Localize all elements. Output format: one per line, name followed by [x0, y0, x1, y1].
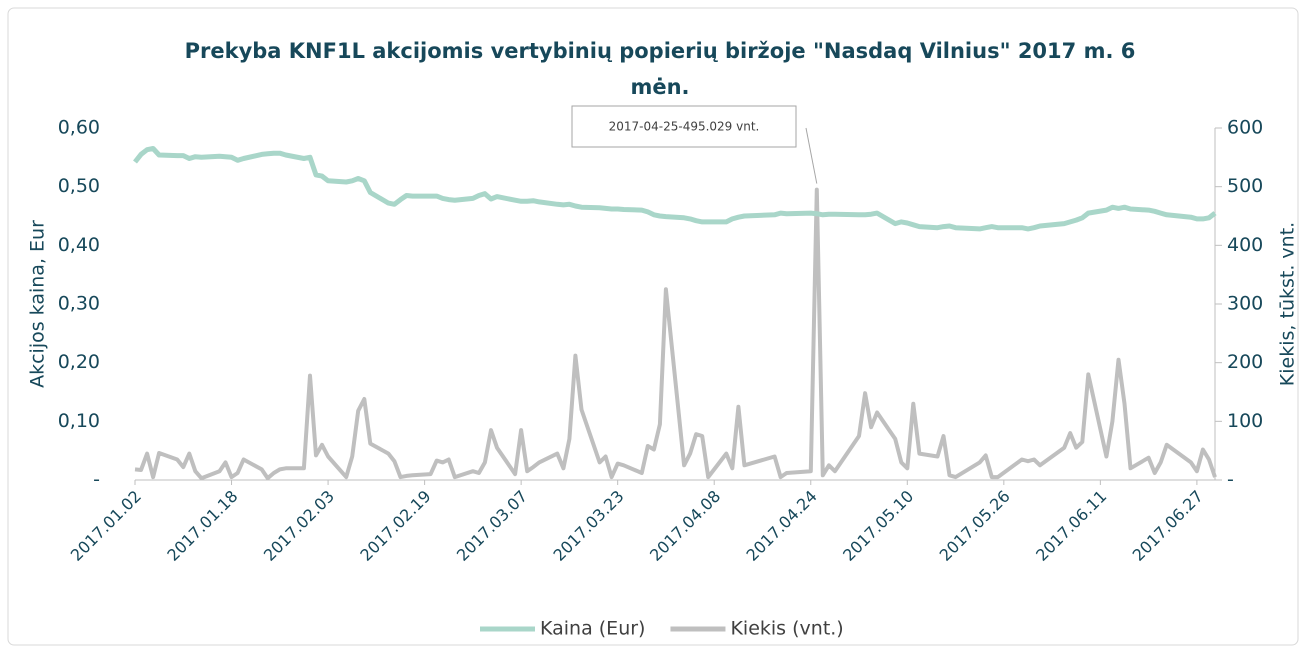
- y-tick-label: 0,20: [58, 351, 100, 373]
- y-tick-label: 0,40: [58, 234, 100, 256]
- series-line: [134, 187, 1217, 481]
- chart-title: mėn.: [630, 75, 689, 99]
- chart-title: Prekyba KNF1L akcijomis vertybinių popie…: [185, 39, 1136, 63]
- y-tick-label: 0,10: [58, 410, 100, 432]
- series-line: [133, 146, 1217, 232]
- chart-frame: [7, 7, 1299, 646]
- y2-axis-title: Kiekis, tūkst. vnt.: [1277, 222, 1299, 386]
- annotation-text: 2017-04-25-495.029 vnt.: [609, 120, 760, 134]
- y-tick-label: 0,60: [58, 117, 100, 139]
- annotation-leader: [805, 127, 818, 184]
- y-tick-label: 0,50: [58, 175, 100, 197]
- y2-tick-label: 200: [1227, 351, 1263, 373]
- annotation-box: [571, 105, 797, 148]
- y2-tick-label: 500: [1227, 175, 1263, 197]
- y2-tick-label: 100: [1227, 410, 1263, 432]
- y-axis-title: Akcijos kaina, Eur: [27, 220, 49, 388]
- legend-label: Kaina (Eur): [540, 618, 645, 640]
- legend-label: Kiekis (vnt.): [730, 618, 843, 640]
- y2-tick-label: 400: [1227, 234, 1263, 256]
- y-tick-label: 0,30: [58, 293, 100, 315]
- y-tick-label: -: [93, 469, 100, 491]
- y2-tick-label: 600: [1227, 117, 1263, 139]
- y2-tick-label: 300: [1227, 293, 1263, 315]
- y2-tick-label: -: [1227, 469, 1234, 491]
